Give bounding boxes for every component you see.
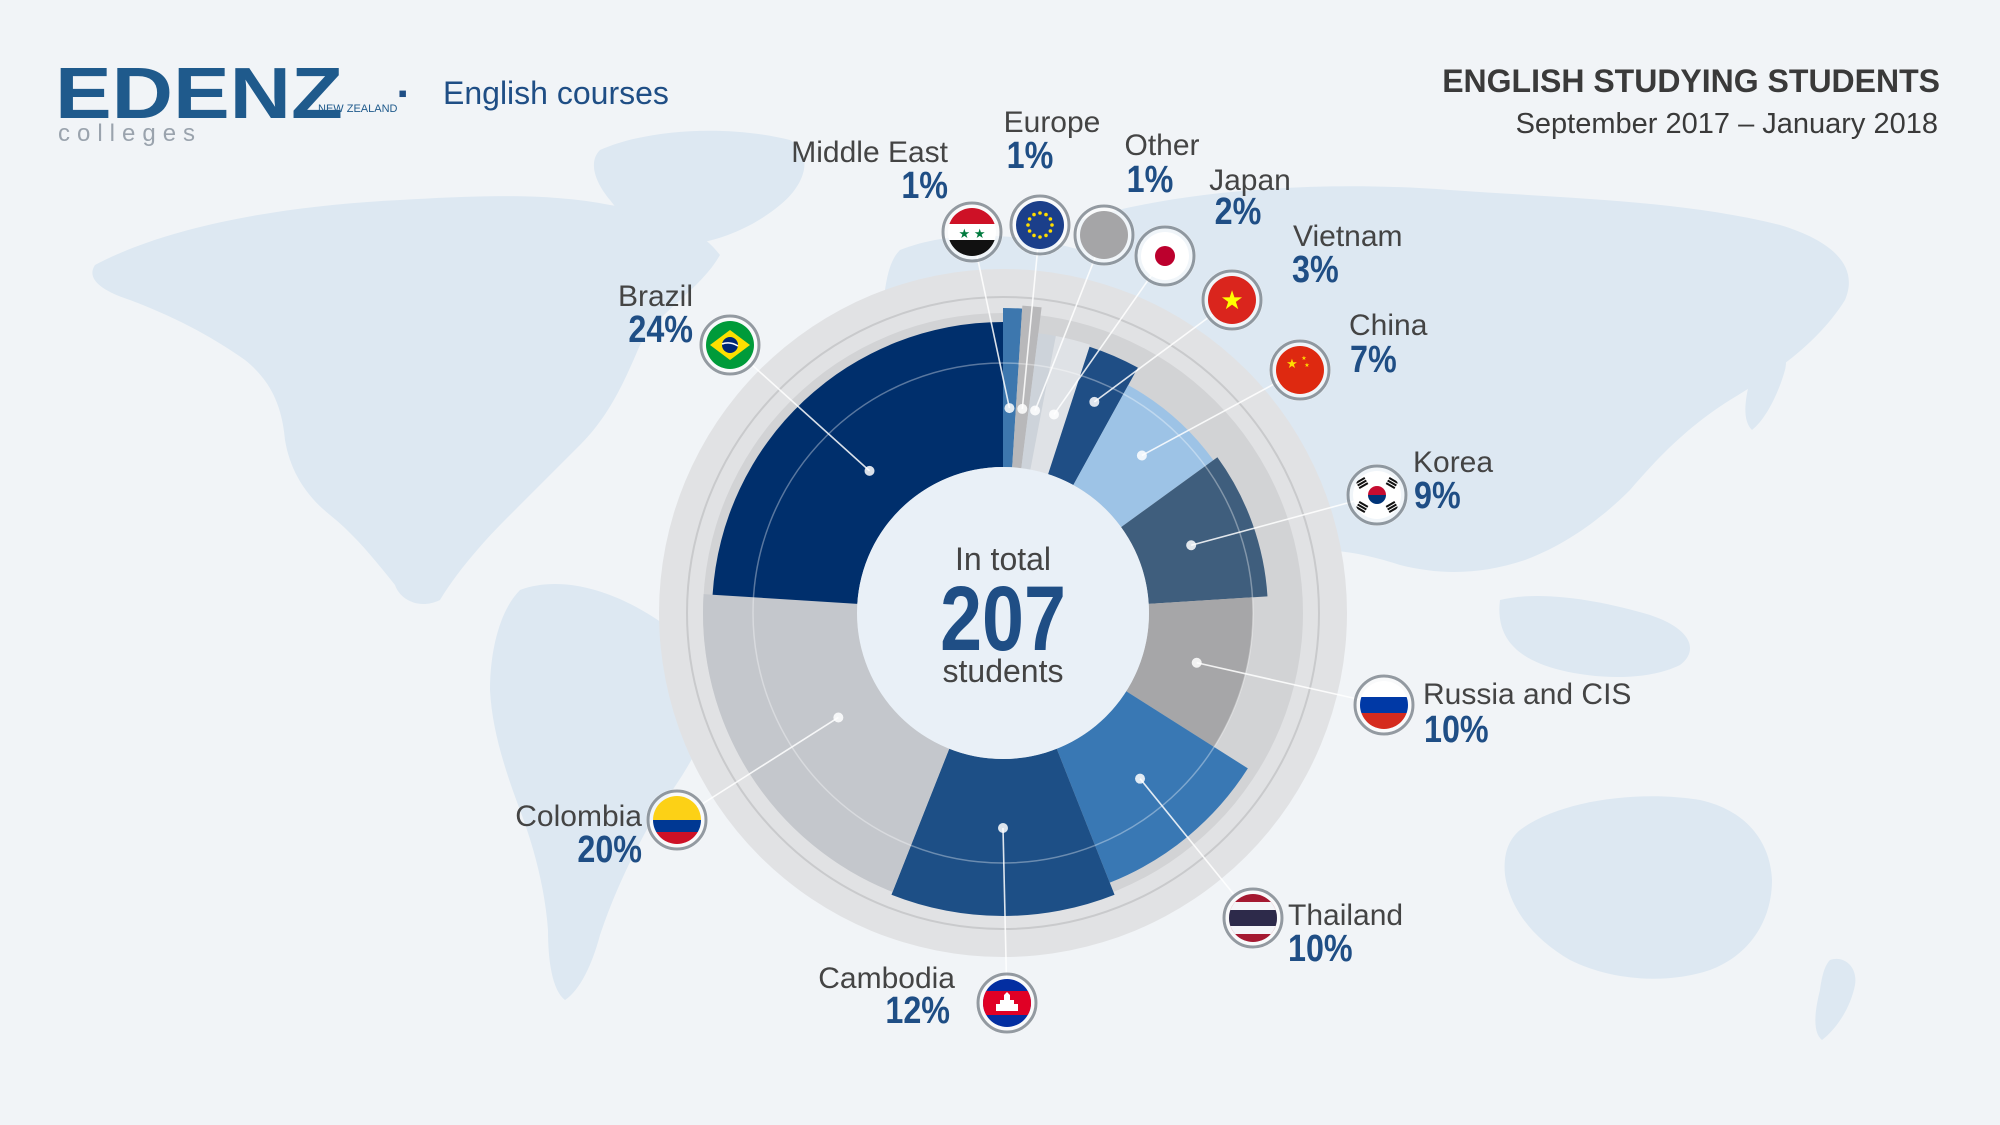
value-korea: 9% bbox=[1414, 475, 1461, 517]
edenz-logo: EDENZ NEW ZEALAND colleges bbox=[55, 53, 398, 147]
label-middle-east: Middle East bbox=[791, 136, 948, 169]
slice-russia-and-cis bbox=[1126, 597, 1254, 747]
leader-line-russia-and-cis bbox=[1196, 661, 1385, 706]
slice-middle-east bbox=[1003, 308, 1023, 468]
label-other: Other bbox=[1124, 129, 1199, 162]
label-cambodia: Cambodia bbox=[818, 962, 955, 995]
slice-europe bbox=[1012, 305, 1042, 469]
leader-dot-thailand bbox=[1135, 773, 1146, 784]
center-disc bbox=[857, 467, 1149, 759]
leader-dot-colombia bbox=[833, 712, 844, 723]
logo-wordmark: EDENZ bbox=[55, 53, 343, 133]
svg-text:★: ★ bbox=[1220, 285, 1243, 315]
flag-vietnam-icon: ★ bbox=[1201, 269, 1263, 331]
flag-korea-icon bbox=[1346, 464, 1408, 526]
value-other: 1% bbox=[1127, 159, 1174, 201]
logo-tagline: colleges bbox=[58, 120, 202, 147]
center-line1: In total bbox=[955, 541, 1051, 577]
logo-separator: ▪ bbox=[398, 78, 407, 108]
map-southeast-asia bbox=[1499, 595, 1690, 677]
value-russia-and-cis: 10% bbox=[1424, 709, 1489, 751]
flag-china-icon: ★ ★★ bbox=[1269, 339, 1331, 401]
label-china: China bbox=[1349, 309, 1428, 342]
slice-korea bbox=[1121, 457, 1268, 604]
leader-dot-russia-and-cis bbox=[1191, 657, 1202, 668]
label-russia-and-cis: Russia and CIS bbox=[1423, 678, 1631, 711]
subtitle: English courses bbox=[443, 75, 669, 111]
leader-dot-cambodia bbox=[998, 823, 1008, 833]
flag-icons: ★ ★★★ ★★ bbox=[646, 194, 1415, 1034]
flag-middle-east-icon: ★ ★ bbox=[941, 201, 1003, 263]
flag-brazil-icon bbox=[699, 314, 761, 376]
leader-dot-other bbox=[1030, 405, 1041, 416]
map-australia bbox=[1504, 796, 1772, 979]
value-cambodia: 12% bbox=[885, 990, 950, 1032]
leader-dot-china bbox=[1136, 450, 1147, 461]
slice-colombia bbox=[703, 594, 950, 892]
other-icon bbox=[1073, 204, 1135, 266]
map-south-america bbox=[490, 584, 713, 1000]
flag-japan-icon bbox=[1134, 225, 1196, 287]
leader-dot-vietnam bbox=[1089, 396, 1100, 407]
svg-text:★: ★ bbox=[1286, 356, 1298, 371]
map-new-zealand bbox=[1815, 958, 1856, 1040]
leader-dot-middle-east bbox=[1004, 403, 1015, 414]
leader-dot-korea bbox=[1186, 540, 1197, 551]
flag-colombia-icon bbox=[646, 789, 708, 851]
svg-text:★: ★ bbox=[1301, 355, 1306, 362]
leader-line-colombia bbox=[676, 716, 839, 821]
leader-dot-europe bbox=[1017, 403, 1028, 414]
page-title: ENGLISH STUDYING STUDENTS bbox=[1442, 63, 1940, 99]
value-middle-east: 1% bbox=[901, 165, 948, 207]
leader-line-korea bbox=[1190, 494, 1378, 547]
center-total: 207 bbox=[940, 567, 1066, 670]
label-brazil: Brazil bbox=[618, 280, 693, 313]
flag-cambodia-icon bbox=[976, 972, 1038, 1034]
flag-eu-icon bbox=[1009, 194, 1071, 256]
label-europe: Europe bbox=[1004, 106, 1101, 139]
label-colombia: Colombia bbox=[515, 800, 642, 833]
outer-ring-line bbox=[686, 296, 1320, 930]
value-colombia: 20% bbox=[577, 829, 642, 871]
slice-brazil bbox=[712, 322, 1003, 604]
leader-line-brazil bbox=[729, 344, 871, 472]
map-north-america bbox=[92, 196, 721, 605]
center-line3: students bbox=[943, 653, 1064, 689]
svg-text:★: ★ bbox=[1304, 362, 1309, 369]
map-japan bbox=[1745, 339, 1786, 430]
leader-line-japan bbox=[1053, 255, 1166, 415]
flag-thailand-icon bbox=[1222, 887, 1284, 949]
leader-line-other bbox=[1034, 234, 1105, 411]
leader-dot-japan bbox=[1048, 409, 1059, 420]
label-thailand: Thailand bbox=[1288, 899, 1403, 932]
slice-vietnam bbox=[1048, 346, 1138, 486]
logo-mark: NEW ZEALAND bbox=[318, 103, 398, 115]
value-japan: 2% bbox=[1215, 191, 1262, 233]
label-korea: Korea bbox=[1413, 446, 1493, 479]
map-greenland bbox=[593, 130, 805, 245]
label-japan: Japan bbox=[1209, 164, 1291, 197]
value-brazil: 24% bbox=[628, 309, 693, 351]
value-china: 7% bbox=[1350, 339, 1397, 381]
svg-text:★ ★: ★ ★ bbox=[959, 226, 986, 241]
label-vietnam: Vietnam bbox=[1293, 220, 1403, 253]
slice-thailand bbox=[1056, 691, 1248, 883]
value-thailand: 10% bbox=[1288, 928, 1353, 970]
donut-chart: In total 207 students bbox=[659, 224, 1385, 1004]
flag-russia-icon bbox=[1353, 674, 1415, 736]
period: September 2017 – January 2018 bbox=[1516, 108, 1938, 140]
value-europe: 1% bbox=[1007, 135, 1054, 177]
leader-dot-brazil bbox=[864, 465, 875, 476]
value-vietnam: 3% bbox=[1292, 249, 1339, 291]
